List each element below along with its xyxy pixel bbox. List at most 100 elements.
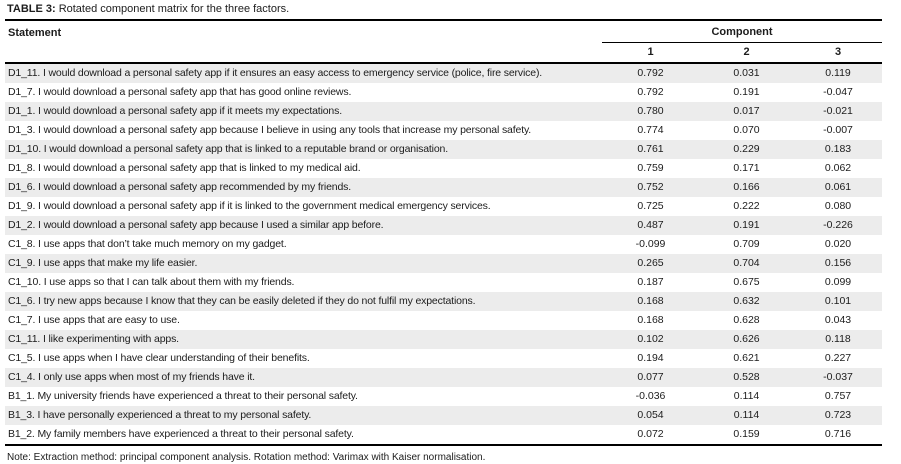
component-2-cell: 0.704 <box>733 257 760 269</box>
statement-cell: D1_11. I would download a personal safet… <box>8 67 543 79</box>
component-2-cell: 0.632 <box>733 295 760 307</box>
component-2-cell: 0.031 <box>733 67 760 79</box>
table-row: C1_6. I try new apps because I know that… <box>5 292 883 311</box>
component-1-cell: 0.725 <box>637 200 664 212</box>
table-note: Note: Extraction method: principal compo… <box>7 452 486 463</box>
component-2-cell: 0.229 <box>733 143 760 155</box>
component-3-cell: 0.183 <box>824 143 852 155</box>
component-1-cell: 0.752 <box>637 181 664 193</box>
statement-cell: C1_10. I use apps so that I can talk abo… <box>8 276 295 288</box>
table-row: B1_2. My family members have experienced… <box>5 425 882 445</box>
table-row: D1_9. I would download a personal safety… <box>5 197 882 216</box>
component-2-cell: 0.114 <box>733 409 760 421</box>
component-3-cell: 0.043 <box>824 314 852 326</box>
statement-cell: B1_2. My family members have experienced… <box>8 428 354 440</box>
component-3-cell: 0.156 <box>824 257 852 269</box>
component-2-cell: 0.191 <box>733 86 760 98</box>
component-3-cell: -0.226 <box>823 219 853 231</box>
component-3-cell: 0.227 <box>824 352 852 364</box>
component-2-cell: 0.709 <box>733 238 760 250</box>
component-2-cell: 0.017 <box>733 105 760 117</box>
statement-cell: C1_6. I try new apps because I know that… <box>8 295 476 307</box>
statement-cell: B1_3. I have personally experienced a th… <box>8 409 312 421</box>
statement-cell: D1_8. I would download a personal safety… <box>8 162 361 174</box>
component-1-cell: 0.761 <box>637 143 664 155</box>
component-1-cell: 0.792 <box>637 67 664 79</box>
component-3-cell: 0.118 <box>825 333 851 345</box>
component-1-cell: 0.168 <box>637 314 664 326</box>
component-1-cell: 0.774 <box>637 124 664 136</box>
component-col-3-header: 3 <box>794 42 883 64</box>
component-3-cell: 0.020 <box>824 238 852 250</box>
component-1-cell: 0.072 <box>637 428 664 440</box>
statement-cell: D1_1. I would download a personal safety… <box>8 105 342 117</box>
component-2-cell: 0.159 <box>733 428 760 440</box>
statement-cell: D1_6. I would download a personal safety… <box>8 181 352 193</box>
component-2-cell: 0.171 <box>733 162 760 174</box>
component-1-cell: 0.780 <box>637 105 664 117</box>
component-3-cell: 0.757 <box>824 390 852 402</box>
statement-cell: C1_4. I only use apps when most of my fr… <box>8 371 255 383</box>
table-row: C1_10. I use apps so that I can talk abo… <box>5 273 882 292</box>
component-1-cell: 0.792 <box>637 86 664 98</box>
component-2-cell: 0.528 <box>733 371 760 383</box>
component-3-cell: -0.047 <box>823 86 853 98</box>
component-3-cell: 0.119 <box>825 67 851 79</box>
statement-cell: D1_10. I would download a personal safet… <box>8 143 449 155</box>
component-col-1-header: 1 <box>602 42 699 64</box>
table-row: C1_8. I use apps that don’t take much me… <box>5 235 882 254</box>
table-title-label: TABLE 3: <box>7 3 56 15</box>
table-row: C1_11. I like experimenting with apps. 0… <box>5 330 883 349</box>
component-1-cell: 0.168 <box>637 295 664 307</box>
table-row: B1_1. My university friends have experie… <box>5 387 882 406</box>
component-col-2-header: 2 <box>699 42 794 64</box>
component-2-cell: 0.626 <box>733 333 760 345</box>
component-header: Component <box>602 20 883 43</box>
component-1-cell: 0.077 <box>637 371 664 383</box>
component-1-cell: 0.759 <box>637 162 664 174</box>
table-row: B1_3. I have personally experienced a th… <box>5 406 883 425</box>
table-row: C1_7. I use apps that are easy to use. 0… <box>5 311 882 330</box>
table-row: D1_1. I would download a personal safety… <box>5 102 883 121</box>
table-row: D1_7. I would download a personal safety… <box>5 83 882 102</box>
table-row: D1_6. I would download a personal safety… <box>5 178 883 197</box>
component-3-cell: 0.716 <box>824 428 852 440</box>
component-2-cell: 0.628 <box>733 314 760 326</box>
statement-cell: D1_3. I would download a personal safety… <box>8 124 532 136</box>
statement-header: Statement <box>5 20 602 64</box>
statement-cell: C1_11. I like experimenting with apps. <box>8 333 179 345</box>
component-1-cell: 0.187 <box>637 276 664 288</box>
table-body: D1_11. I would download a personal safet… <box>5 63 883 445</box>
component-1-cell: 0.265 <box>637 257 664 269</box>
factor-table: Statement Component 1 2 3 D1_11. I would… <box>5 19 883 446</box>
component-3-cell: 0.101 <box>824 295 852 307</box>
component-2-cell: 0.114 <box>733 390 760 402</box>
component-2-cell: 0.621 <box>733 352 760 364</box>
component-1-cell: 0.102 <box>637 333 664 345</box>
component-1-cell: -0.036 <box>635 390 666 402</box>
statement-cell: D1_9. I would download a personal safety… <box>8 200 491 212</box>
component-1-cell: 0.487 <box>637 219 664 231</box>
statement-cell: D1_7. I would download a personal safety… <box>8 86 352 98</box>
table-title: TABLE 3: Rotated component matrix for the… <box>7 3 882 16</box>
table-header: Statement Component 1 2 3 <box>5 20 883 64</box>
component-3-cell: 0.061 <box>824 181 852 193</box>
component-3-cell: 0.062 <box>824 162 852 174</box>
component-1-cell: 0.194 <box>637 352 664 364</box>
component-2-cell: 0.191 <box>733 219 760 231</box>
statement-cell: D1_2. I would download a personal safety… <box>8 219 384 231</box>
table-row: D1_8. I would download a personal safety… <box>5 159 882 178</box>
table-row: D1_11. I would download a personal safet… <box>5 63 883 83</box>
component-3-cell: -0.007 <box>823 124 853 136</box>
table-row: D1_2. I would download a personal safety… <box>5 216 883 235</box>
component-1-cell: -0.099 <box>635 238 666 250</box>
statement-cell: B1_1. My university friends have experie… <box>8 390 358 402</box>
component-3-cell: 0.099 <box>824 276 852 288</box>
component-1-cell: 0.054 <box>637 409 664 421</box>
component-3-cell: -0.037 <box>823 371 853 383</box>
component-2-cell: 0.070 <box>733 124 760 136</box>
statement-cell: C1_9. I use apps that make my life easie… <box>8 257 198 269</box>
header-row-columns: 1 2 3 <box>5 42 883 64</box>
component-2-cell: 0.222 <box>733 200 760 212</box>
